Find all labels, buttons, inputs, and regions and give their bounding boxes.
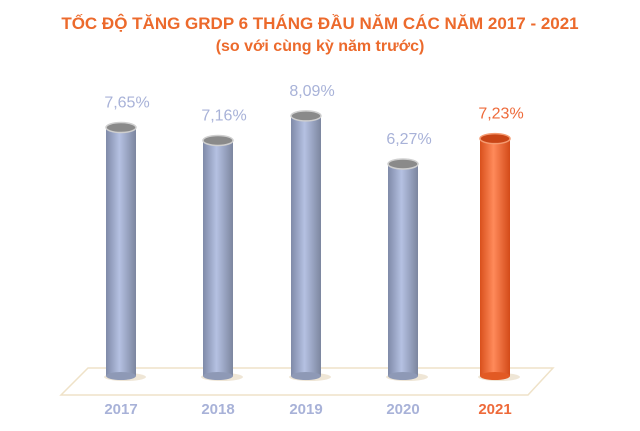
data-label: 7,16% xyxy=(201,107,246,124)
data-label: 7,65% xyxy=(104,95,149,112)
bar-base xyxy=(291,372,321,380)
bar-2018 xyxy=(203,140,233,376)
bar-top-cap xyxy=(290,110,322,122)
chart-title: TỐC ĐỘ TĂNG GRDP 6 THÁNG ĐẦU NĂM CÁC NĂM… xyxy=(61,14,579,33)
data-label: 7,23% xyxy=(478,106,523,123)
bar-2019 xyxy=(291,115,321,376)
chart-floor xyxy=(59,367,555,396)
chart-subtitle: (so với cùng kỳ năm trước) xyxy=(215,38,425,55)
bar-base xyxy=(480,372,510,380)
x-tick-label: 2017 xyxy=(104,401,137,418)
bar-2017 xyxy=(106,127,136,376)
bar-top-cap xyxy=(479,132,511,145)
bar-base xyxy=(203,372,233,380)
bar-2020 xyxy=(388,163,418,376)
x-tick-label: 2020 xyxy=(386,401,419,418)
bar-2021 xyxy=(480,138,510,376)
bar-base xyxy=(106,372,136,380)
bar-top-cap xyxy=(202,134,234,147)
data-label: 8,09% xyxy=(289,83,334,100)
x-tick-label: 2021 xyxy=(478,401,511,418)
bar-base xyxy=(388,372,418,380)
bar-top-cap xyxy=(387,158,419,170)
x-tick-label: 2019 xyxy=(289,401,322,418)
x-tick-label: 2018 xyxy=(201,401,234,418)
bar-top-cap xyxy=(105,121,137,134)
data-label: 6,27% xyxy=(386,131,431,148)
